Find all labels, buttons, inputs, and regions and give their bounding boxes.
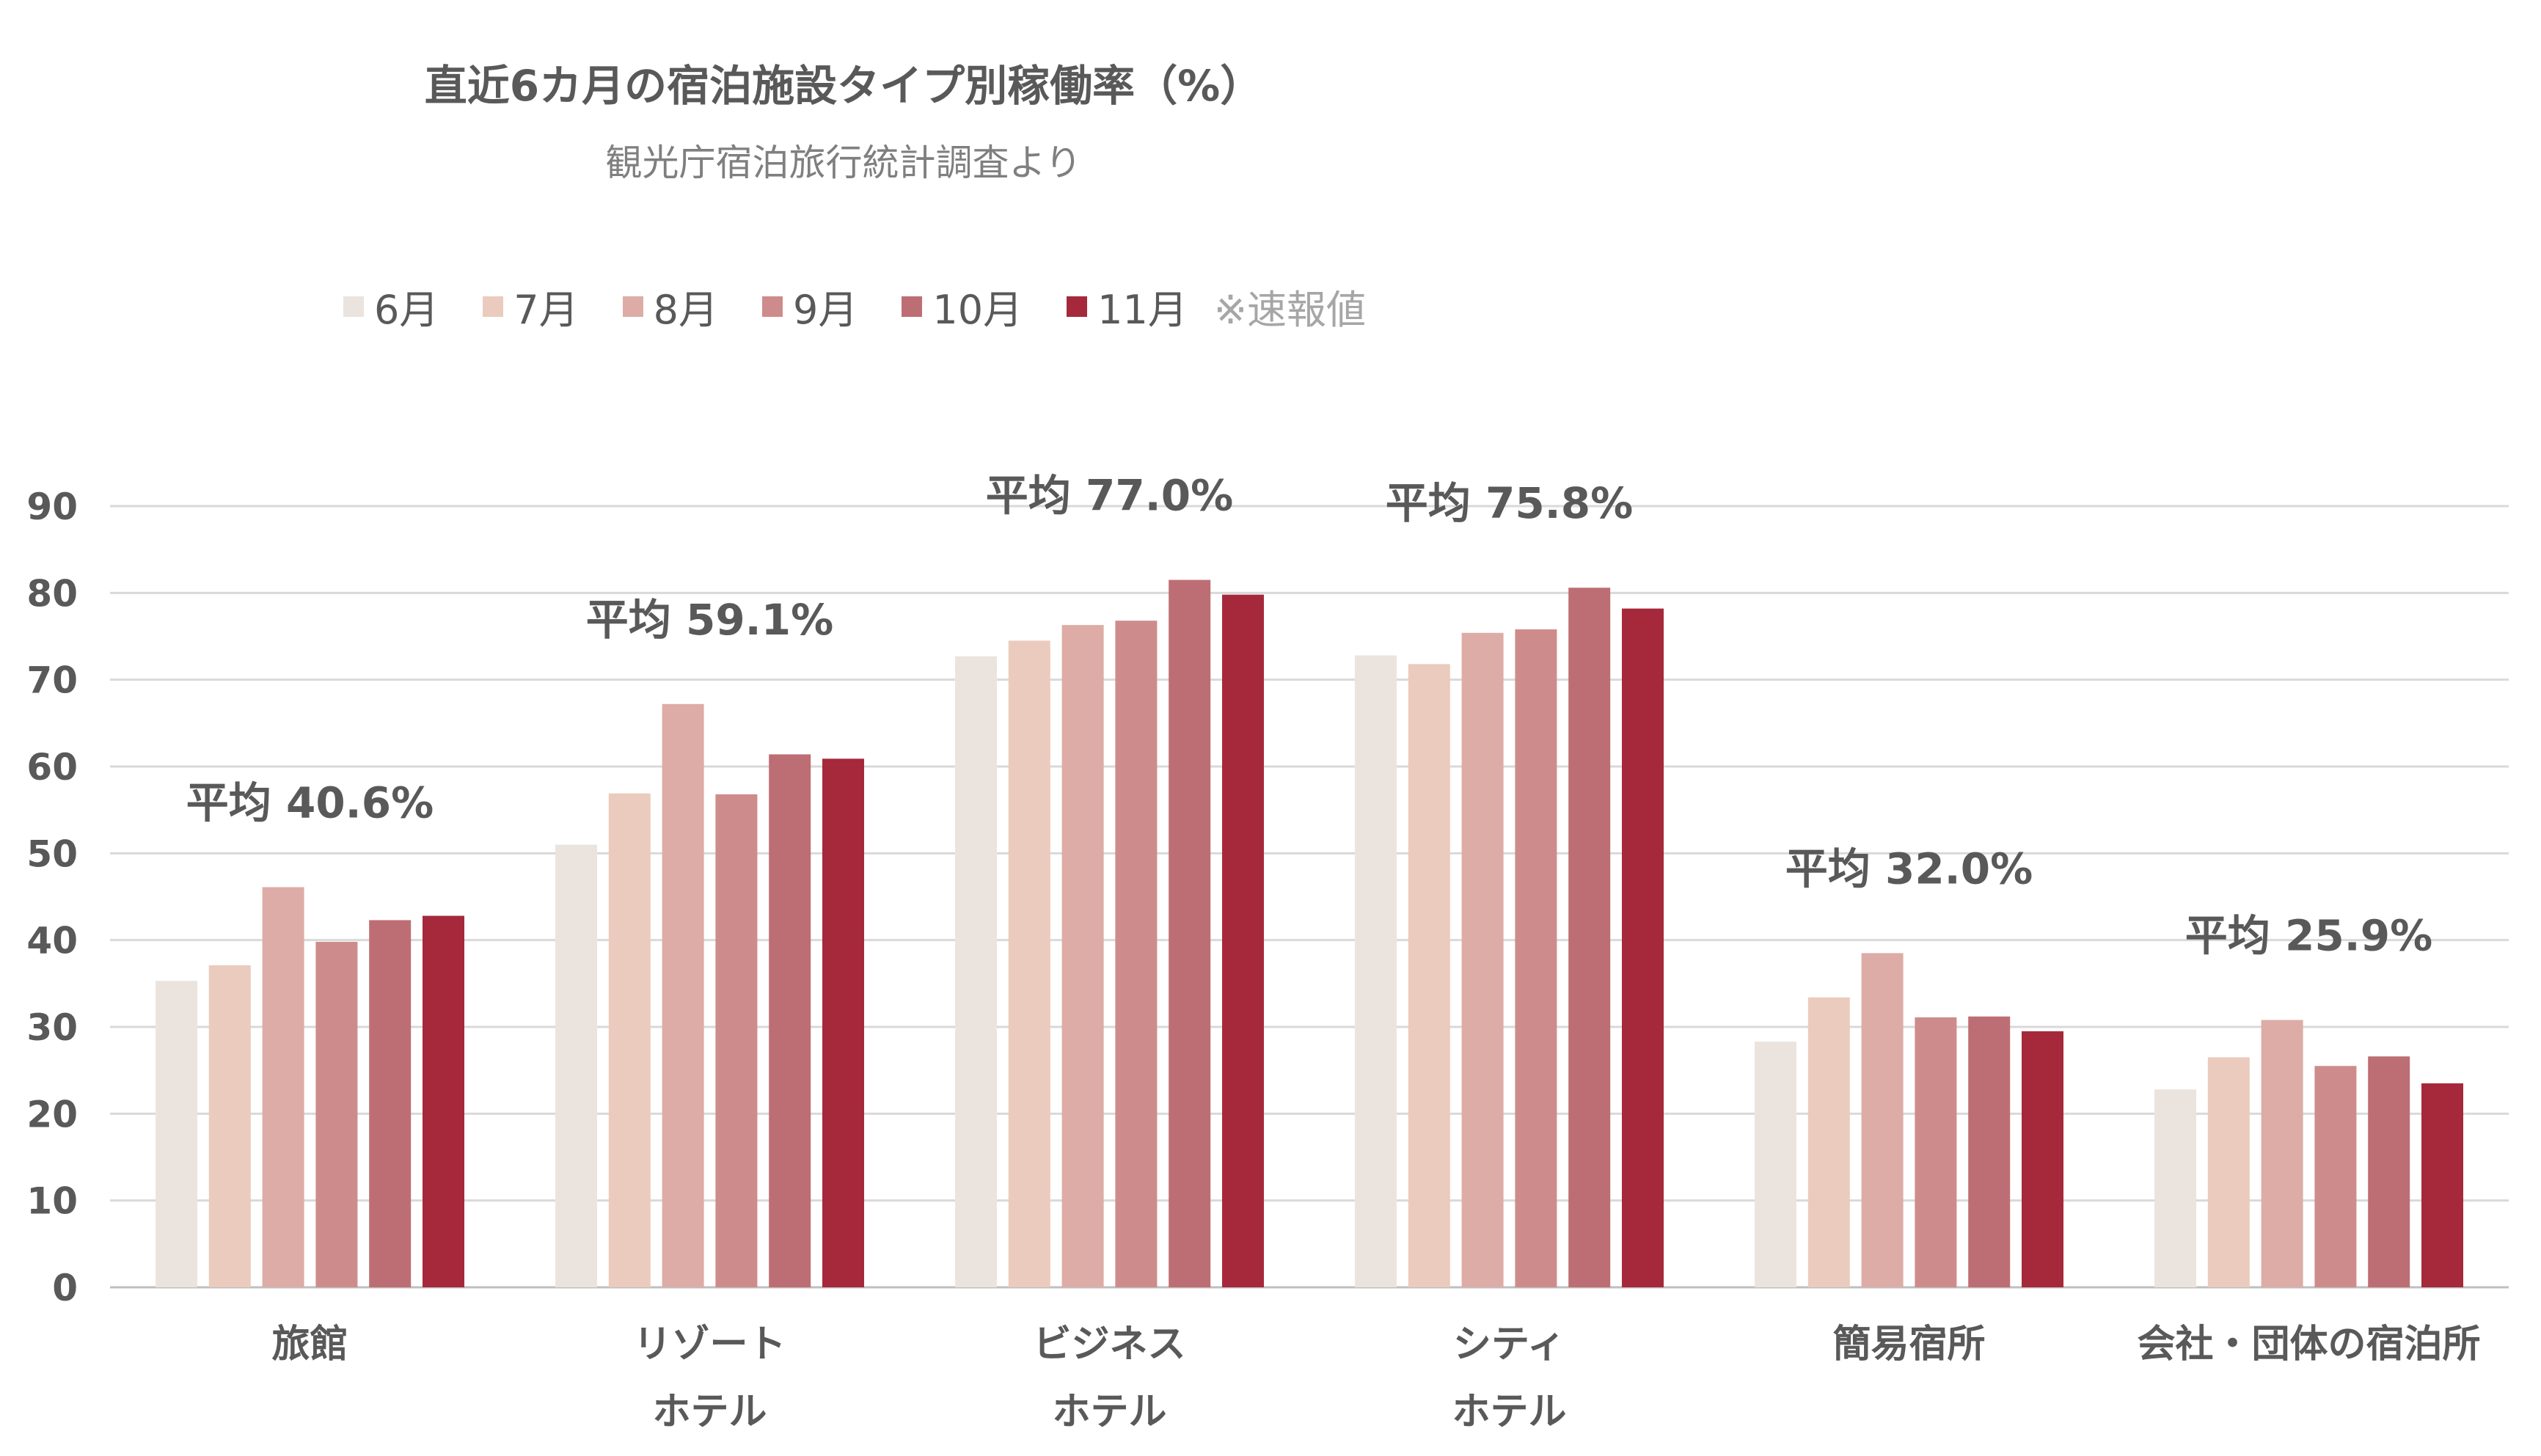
legend-label: 8月 [653, 287, 719, 333]
bar [1622, 608, 1664, 1287]
average-label: 平均 32.0% [1785, 844, 2033, 893]
legend-note: ※速報値 [1213, 287, 1367, 333]
chart-legend: 6月 7月 8月 9月 10月 11月 ※速報値 [0, 277, 1687, 335]
legend-swatch [483, 296, 504, 317]
bar [662, 703, 704, 1287]
bar [955, 656, 997, 1287]
legend-label: 11月 [1097, 287, 1188, 333]
bar [715, 794, 758, 1287]
average-label: 平均 75.8% [1386, 478, 1633, 528]
bar [1755, 1042, 1796, 1287]
category-label: ホテル [652, 1390, 767, 1434]
bar [1861, 953, 1904, 1287]
bar [769, 754, 811, 1287]
bar [315, 942, 358, 1287]
y-tick-label: 70 [26, 659, 78, 702]
legend-swatch [343, 296, 364, 317]
legend-label: 10月 [932, 287, 1023, 333]
y-tick-label: 90 [26, 486, 78, 528]
bar [1408, 664, 1450, 1287]
average-label: 平均 59.1% [586, 595, 833, 645]
average-label: 平均 25.9% [2185, 911, 2432, 961]
category-label: 簡易宿所 [1832, 1323, 1985, 1367]
bar [1568, 588, 1611, 1287]
legend-item: 6月 [343, 277, 439, 335]
y-tick-label: 40 [26, 920, 78, 962]
legend-swatch [622, 296, 643, 317]
bar [608, 793, 651, 1287]
bar [423, 915, 464, 1287]
legend-label: 9月 [793, 287, 858, 333]
average-label: 平均 77.0% [986, 471, 1233, 521]
bar [1461, 632, 1504, 1287]
bar [262, 887, 304, 1287]
bar [1355, 655, 1397, 1287]
bar [1169, 579, 1211, 1287]
legend-label: 7月 [513, 287, 579, 333]
chart-subtitle: 観光庁宿泊旅行統計調査より [605, 142, 1082, 184]
category-label: 会社・団体の宿泊所 [2137, 1323, 2480, 1367]
bar [2207, 1057, 2250, 1287]
y-tick-label: 60 [26, 746, 78, 789]
legend-item: 8月 [622, 277, 719, 335]
bar [555, 844, 597, 1287]
category-label: ホテル [1452, 1390, 1566, 1434]
legend-item: 10月 [902, 277, 1023, 335]
legend-swatch [1067, 296, 1088, 317]
bar [1222, 594, 1264, 1287]
y-tick-label: 10 [26, 1180, 78, 1223]
average-label: 平均 40.6% [186, 778, 434, 827]
y-tick-label: 80 [26, 572, 78, 615]
bar [2421, 1083, 2463, 1287]
bar [1115, 621, 1158, 1287]
bar [1008, 640, 1050, 1287]
category-label: シティ [1453, 1323, 1565, 1367]
legend-swatch [902, 296, 923, 317]
y-tick-label: 30 [26, 1006, 78, 1049]
bar [2314, 1066, 2357, 1287]
bar [2154, 1089, 2196, 1287]
legend-item: 11月 [1067, 277, 1188, 335]
y-tick-label: 0 [52, 1267, 78, 1309]
legend-item: 7月 [483, 277, 579, 335]
bar [156, 981, 197, 1287]
bar [2022, 1031, 2063, 1287]
chart-title: 直近6カ月の宿泊施設タイプ別稼働率（%） [424, 61, 1263, 111]
bar [2368, 1056, 2410, 1287]
category-label: 旅館 [271, 1323, 348, 1367]
bar [1915, 1017, 1957, 1287]
y-tick-label: 20 [26, 1093, 78, 1135]
legend-item: 9月 [762, 277, 858, 335]
bar [208, 965, 251, 1287]
y-tick-label: 50 [26, 833, 78, 875]
bar [369, 920, 412, 1287]
bar [1515, 629, 1557, 1287]
bar [2261, 1020, 2303, 1287]
bar [1061, 625, 1104, 1287]
category-label: ホテル [1052, 1390, 1166, 1434]
legend-label: 6月 [373, 287, 439, 333]
category-label: ビジネス [1033, 1323, 1185, 1367]
bar [822, 758, 864, 1287]
category-label: リゾート [633, 1323, 786, 1367]
legend-swatch [762, 296, 783, 317]
bar [1968, 1016, 2011, 1287]
bar [1807, 997, 1850, 1287]
